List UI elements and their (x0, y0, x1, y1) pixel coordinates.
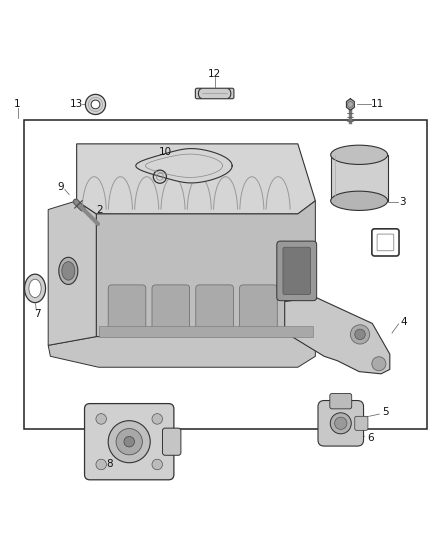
Polygon shape (331, 155, 388, 201)
Ellipse shape (331, 191, 388, 211)
Circle shape (91, 100, 100, 109)
Text: 11: 11 (371, 100, 384, 109)
Text: 9: 9 (57, 182, 64, 192)
Text: 8: 8 (106, 458, 113, 469)
Ellipse shape (25, 274, 46, 303)
Text: 5: 5 (382, 407, 389, 417)
Text: 3: 3 (399, 197, 406, 207)
Text: 10: 10 (159, 147, 172, 157)
Circle shape (335, 417, 347, 430)
Text: 12: 12 (208, 69, 221, 79)
FancyBboxPatch shape (277, 241, 317, 301)
Text: 6: 6 (367, 433, 374, 443)
Bar (24, 120, 427, 429)
FancyBboxPatch shape (330, 393, 352, 409)
FancyBboxPatch shape (355, 416, 368, 430)
Circle shape (350, 325, 370, 344)
Circle shape (124, 437, 134, 447)
Polygon shape (136, 149, 232, 183)
Circle shape (152, 414, 162, 424)
FancyBboxPatch shape (318, 400, 364, 446)
Circle shape (372, 357, 386, 371)
Ellipse shape (29, 279, 41, 297)
FancyBboxPatch shape (108, 285, 146, 332)
Circle shape (116, 429, 142, 455)
FancyBboxPatch shape (283, 247, 311, 295)
Circle shape (108, 421, 150, 463)
Circle shape (152, 459, 162, 470)
Circle shape (355, 329, 365, 340)
Circle shape (330, 413, 351, 434)
Polygon shape (285, 297, 390, 374)
Ellipse shape (331, 145, 388, 165)
Text: 4: 4 (400, 317, 407, 327)
Polygon shape (48, 201, 96, 345)
Polygon shape (346, 99, 354, 110)
Polygon shape (96, 201, 315, 345)
FancyBboxPatch shape (85, 403, 174, 480)
Text: 2: 2 (96, 205, 103, 215)
Polygon shape (48, 336, 315, 367)
Polygon shape (77, 144, 315, 214)
FancyBboxPatch shape (99, 326, 313, 336)
Circle shape (96, 459, 106, 470)
FancyBboxPatch shape (162, 428, 181, 455)
Text: 1: 1 (14, 100, 21, 109)
FancyBboxPatch shape (152, 285, 190, 332)
Circle shape (96, 414, 106, 424)
Circle shape (85, 94, 106, 115)
Text: 13: 13 (70, 100, 83, 109)
FancyBboxPatch shape (196, 285, 233, 332)
FancyBboxPatch shape (240, 285, 277, 332)
Ellipse shape (62, 262, 75, 280)
Text: 7: 7 (34, 309, 41, 319)
Ellipse shape (59, 257, 78, 285)
FancyBboxPatch shape (195, 88, 234, 99)
